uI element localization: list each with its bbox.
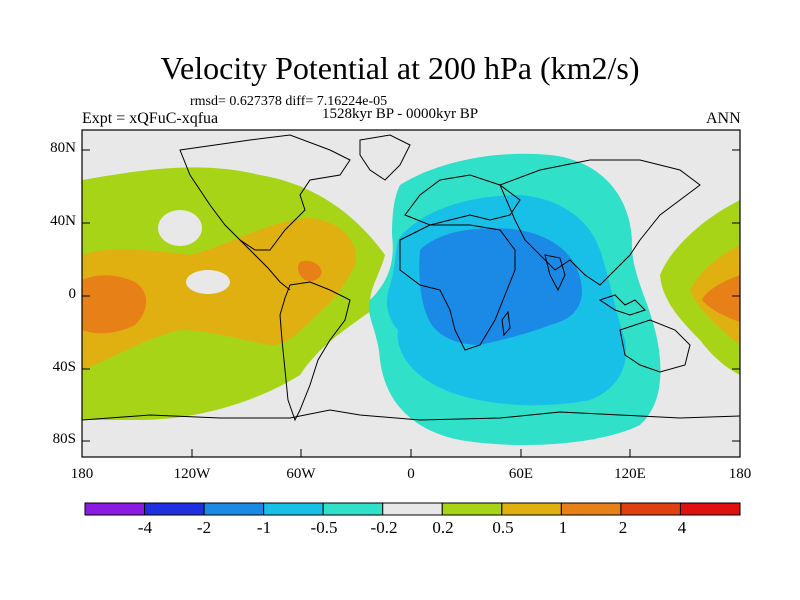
colorbar-label: 4	[677, 518, 687, 537]
colorbar-swatch	[382, 502, 443, 516]
x-label-180e: 180	[728, 466, 752, 482]
x-label-120e: 120E	[614, 466, 646, 482]
neutral-hole-pacific-center	[186, 270, 230, 294]
y-label-40s: 40S	[52, 359, 76, 375]
map-title: Velocity Potential at 200 hPa (km2/s)	[160, 50, 640, 86]
contour-field	[82, 130, 740, 457]
colorbar-label: 1	[558, 518, 568, 537]
colorbar-swatch	[322, 502, 384, 516]
colorbar-label: -0.5	[310, 518, 338, 537]
colorbar-label: -4	[137, 518, 153, 537]
x-label-120w: 120W	[173, 466, 211, 482]
y-label-80s: 80S	[52, 431, 76, 447]
colorbar-swatch	[84, 502, 146, 516]
colorbar-label: 0.5	[492, 518, 514, 537]
x-label-0: 0	[407, 466, 415, 482]
y-label-40n: 40N	[50, 213, 76, 229]
colorbar-swatch	[620, 502, 681, 516]
dark-orange-core-west	[82, 275, 147, 334]
colorbar-swatch	[203, 502, 265, 516]
neutral-hole-north-pacific	[158, 210, 202, 246]
axis-ticks	[81, 149, 741, 457]
colorbar-swatch	[501, 502, 562, 516]
season-label: ANN	[706, 110, 741, 127]
experiment-label: Expt = xQFuC-xqfua	[82, 110, 219, 127]
colorbar-swatch	[263, 502, 324, 516]
stats-line: rmsd= 0.627378 diff= 7.16224e-05	[190, 94, 388, 109]
orange-region-west	[82, 218, 356, 370]
y-label-80n: 80N	[50, 140, 76, 156]
period-label: 1528kyr BP - 0000kyr BP	[322, 106, 479, 122]
y-label-0: 0	[68, 286, 77, 302]
colorbar-label: -2	[196, 518, 212, 537]
x-label-60e: 60E	[508, 466, 534, 482]
colorbar-swatch	[144, 502, 205, 516]
colorbar-swatch	[560, 502, 622, 516]
colorbar-label: 0.2	[432, 518, 454, 537]
colorbar-swatch	[679, 502, 741, 516]
x-label-180w: 180	[70, 466, 94, 482]
coastlines	[82, 134, 740, 422]
colorbar-label: -0.2	[370, 518, 398, 537]
colorbar-swatch	[441, 502, 503, 516]
colorbar-label: -1	[256, 518, 272, 537]
dark-orange-core-east	[702, 275, 740, 322]
dark-orange-core-caribbean	[297, 260, 322, 282]
x-label-60w: 60W	[286, 466, 316, 482]
colorbar-label: 2	[618, 518, 628, 537]
colorbar	[84, 502, 741, 516]
negative-region-core	[419, 228, 582, 345]
